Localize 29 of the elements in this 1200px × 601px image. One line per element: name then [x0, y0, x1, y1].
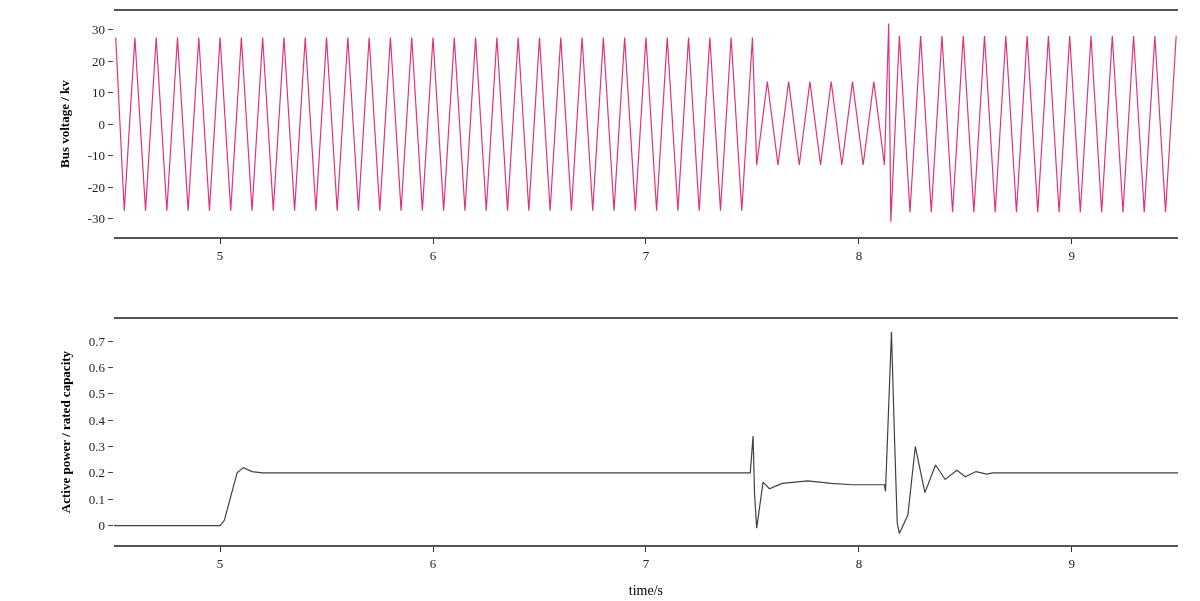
- x-tick-label: 5: [216, 248, 224, 263]
- x-tick-label: 7: [642, 248, 650, 263]
- y-axis-title: Active power / rated capacity: [57, 350, 73, 514]
- y-tick-label: 0: [98, 116, 105, 132]
- y-tick-label: 0.3: [88, 439, 105, 455]
- y-tick-label: 10: [92, 85, 105, 101]
- x-tick-label: 9: [1068, 248, 1076, 263]
- y-tick-label: 0.1: [88, 491, 105, 507]
- y-tick-label: 0.7: [88, 333, 106, 349]
- y-axis-title: Bus voltage / kv: [56, 79, 72, 168]
- x-tick-label: 7: [642, 555, 650, 571]
- y-tick-label: -20: [87, 179, 105, 195]
- y-tick-label: 20: [92, 53, 105, 69]
- line-series: [115, 22, 1177, 223]
- y-tick-label: -30: [87, 211, 105, 227]
- y-tick-label: 0: [98, 518, 105, 534]
- x-tick-label: 5: [216, 555, 224, 571]
- x-tick-label: 9: [1068, 555, 1076, 571]
- x-axis-title: time/s: [628, 582, 664, 598]
- y-tick-label: 0.5: [88, 386, 105, 402]
- y-tick-label: 0.2: [88, 465, 105, 481]
- x-tick-label: 6: [429, 555, 437, 571]
- y-tick-label: 0.4: [88, 412, 106, 428]
- y-tick-label: 30: [92, 22, 105, 38]
- x-tick-label: 6: [429, 248, 437, 263]
- x-tick-label: 8: [855, 555, 863, 571]
- x-tick-label: 8: [855, 248, 863, 263]
- y-tick-label: -10: [87, 148, 105, 164]
- y-tick-label: 0.6: [88, 360, 106, 376]
